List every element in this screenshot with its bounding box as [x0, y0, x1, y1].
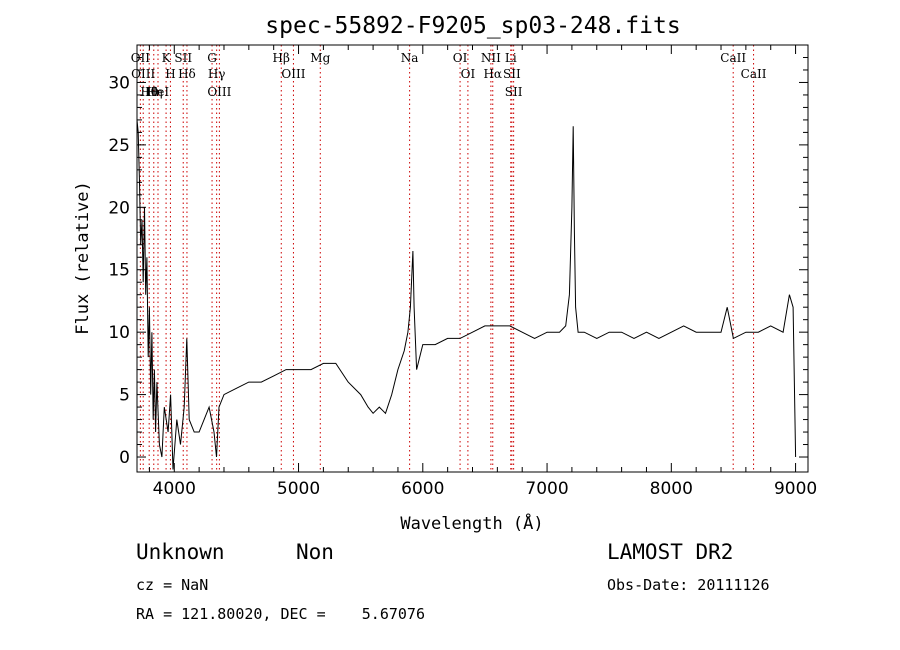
spectrum-line: [136, 119, 797, 470]
x-tick-label: 5000: [277, 479, 320, 499]
obs-date-text: Obs-Date: 20111126: [607, 576, 770, 594]
spectral-line-label: OI: [461, 67, 476, 81]
y-tick-label: 5: [119, 386, 130, 406]
object-subclass: Non: [296, 540, 334, 564]
y-tick-label: 20: [108, 198, 130, 218]
spectral-line-label: Mg: [310, 51, 330, 65]
spectral-line-label: Hθ: [140, 85, 158, 99]
spectral-line-label: OIII: [131, 67, 155, 81]
x-axis-label: Wavelength (Å): [400, 512, 543, 534]
spectral-line-label: OI: [453, 51, 468, 65]
plot-frame: [136, 44, 809, 473]
spectral-line-label: Li: [505, 51, 517, 65]
survey-name: LAMOST DR2: [607, 540, 734, 564]
y-tick-label: 15: [108, 261, 130, 281]
y-axis-label: Flux (relative): [73, 181, 93, 335]
spectral-line-label: Hδ: [178, 67, 196, 81]
x-tick-label: 6000: [401, 479, 444, 499]
coordinates-text: RA = 121.80020, DEC = 5.67076: [136, 605, 425, 623]
spectral-line-label: SII: [505, 85, 523, 99]
spectral-line-label: CaII: [720, 51, 746, 65]
x-tick-label: 7000: [525, 479, 568, 499]
spectral-line-label: SII: [503, 67, 521, 81]
axis-ticks: 4000 5000 6000 7000 8000 9000 0 5 10 15 20 25 30: [108, 45, 817, 499]
spectral-line-label: SII: [174, 51, 192, 65]
spectral-line-label: H: [165, 67, 175, 81]
spectral-line-label: G: [207, 51, 217, 65]
y-tick-label: 25: [108, 136, 130, 156]
spectral-line-label: OII: [131, 51, 151, 65]
spectral-line-label: Na: [401, 51, 419, 65]
spectral-line-label: OIII: [281, 67, 305, 81]
y-tick-label: 0: [119, 448, 130, 468]
spectrum-chart: spec-55892-F9205_sp03-248.fits OII OIII Hθ…: [73, 13, 817, 534]
spectral-line-label: Hγ: [208, 67, 226, 81]
x-tick-label: 8000: [650, 479, 693, 499]
y-tick-label: 30: [108, 73, 130, 93]
x-tick-label: 9000: [774, 479, 817, 499]
redshift-text: cz = NaN: [136, 576, 209, 594]
spectral-line-label: Hα: [483, 67, 502, 81]
spectral-line-label: OIII: [207, 85, 231, 99]
spectral-line-markers: [139, 45, 755, 472]
spectral-line-label: K: [162, 51, 172, 65]
spectral-line-label: Hη: [145, 85, 163, 99]
chart-title: spec-55892-F9205_sp03-248.fits: [265, 13, 680, 39]
spectral-line-label: Hβ: [273, 51, 290, 65]
x-tick-label: 4000: [153, 479, 196, 499]
spectral-line-label: CaII: [741, 67, 767, 81]
spectral-line-label: NII: [481, 51, 501, 65]
object-class: Unknown: [136, 540, 225, 564]
y-tick-label: 10: [108, 323, 130, 343]
spectral-line-label: HeI: [147, 85, 170, 99]
